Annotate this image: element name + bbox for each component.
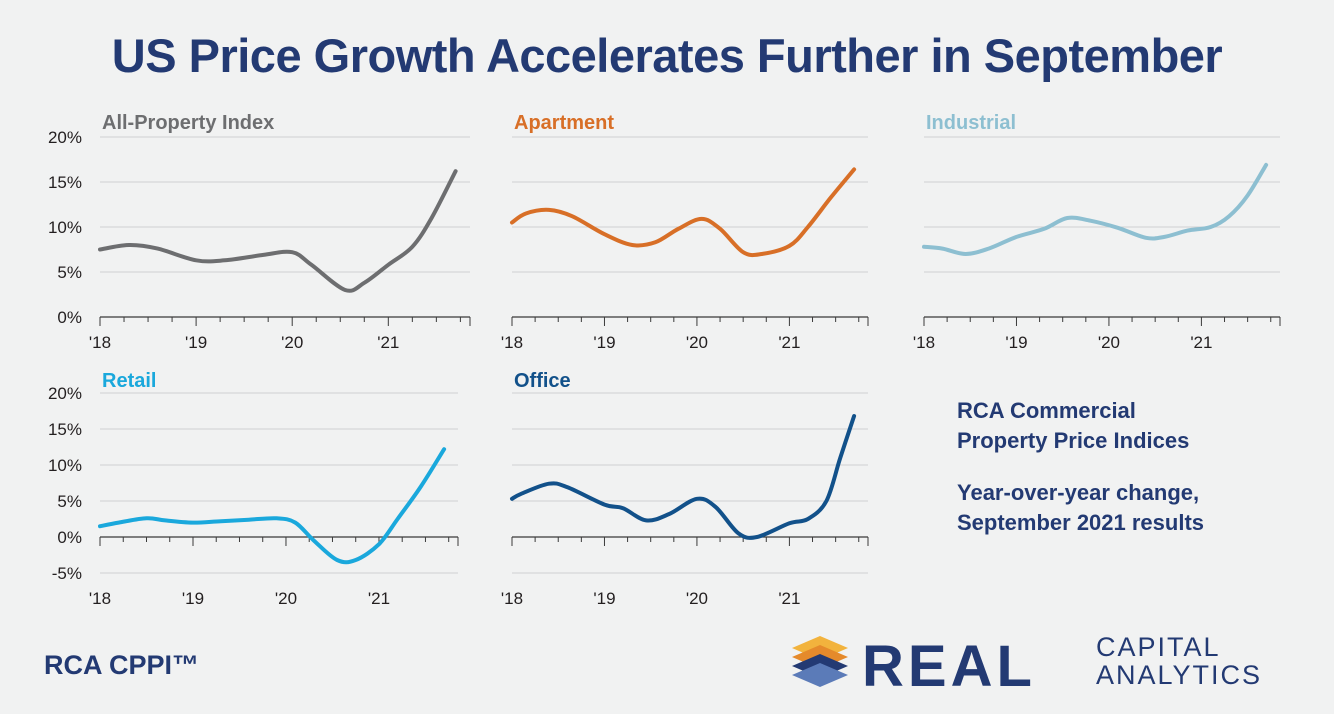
x-tick-label: '19 [1005,333,1027,352]
logo-word-real: REAL [862,634,1036,692]
series-line-apartment [510,167,857,258]
y-tick-label: 5% [57,263,82,282]
x-tick-label: '19 [182,589,204,608]
x-tick-label: '21 [377,333,399,352]
chart-title-apartment: Apartment [514,112,614,134]
y-tick-label: 5% [57,492,82,511]
chart-title-retail: Retail [102,370,156,392]
chart-title-office: Office [514,370,571,392]
logo-word-analytics: ANALYTICS [1096,660,1262,690]
x-tick-label: '21 [368,589,390,608]
y-tick-label: -5% [52,564,82,583]
chart-title-industrial: Industrial [926,112,1016,134]
x-tick-label: '20 [275,589,297,608]
x-tick-label: '18 [89,333,111,352]
company-logo: REAL CAPITAL ANALYTICS [792,632,1262,692]
x-tick-label: '19 [593,589,615,608]
x-tick-label: '20 [281,333,303,352]
y-tick-label: 20% [48,384,82,403]
page-title: US Price Growth Accelerates Further in S… [111,29,1223,82]
x-tick-label: '20 [686,589,708,608]
x-tick-label: '21 [1190,333,1212,352]
x-tick-label: '18 [89,589,111,608]
notes-line-2: Property Price Indices [957,428,1190,453]
x-tick-label: '21 [778,333,800,352]
logo-mark-icon [792,636,848,687]
chart-title-all-property-index: All-Property Index [102,112,274,134]
footer-label: RCA CPPI™ [44,650,200,680]
x-tick-label: '20 [1098,333,1120,352]
notes-line-1: RCA Commercial [957,398,1136,423]
y-tick-label: 20% [48,128,82,147]
series-line-office [510,414,857,540]
x-tick-label: '18 [913,333,935,352]
x-tick-label: '18 [501,589,523,608]
y-tick-label: 15% [48,420,82,439]
series-line-industrial [922,162,1269,256]
chart-notes: RCA Commercial Property Price Indices Ye… [957,396,1317,560]
x-tick-label: '19 [185,333,207,352]
series-line-retail [98,447,447,565]
x-tick-label: '21 [778,589,800,608]
notes-line-4: September 2021 results [957,510,1205,535]
notes-line-3: Year-over-year change, [957,480,1200,505]
y-tick-label: 10% [48,456,82,475]
y-tick-label: 0% [57,528,82,547]
y-tick-label: 0% [57,308,82,327]
x-tick-label: '20 [686,333,708,352]
y-tick-label: 15% [48,173,82,192]
y-tick-label: 10% [48,218,82,237]
x-tick-label: '19 [593,333,615,352]
logo-word-capital: CAPITAL [1096,632,1221,662]
x-tick-label: '18 [501,333,523,352]
series-line-all-property-index [98,169,458,293]
